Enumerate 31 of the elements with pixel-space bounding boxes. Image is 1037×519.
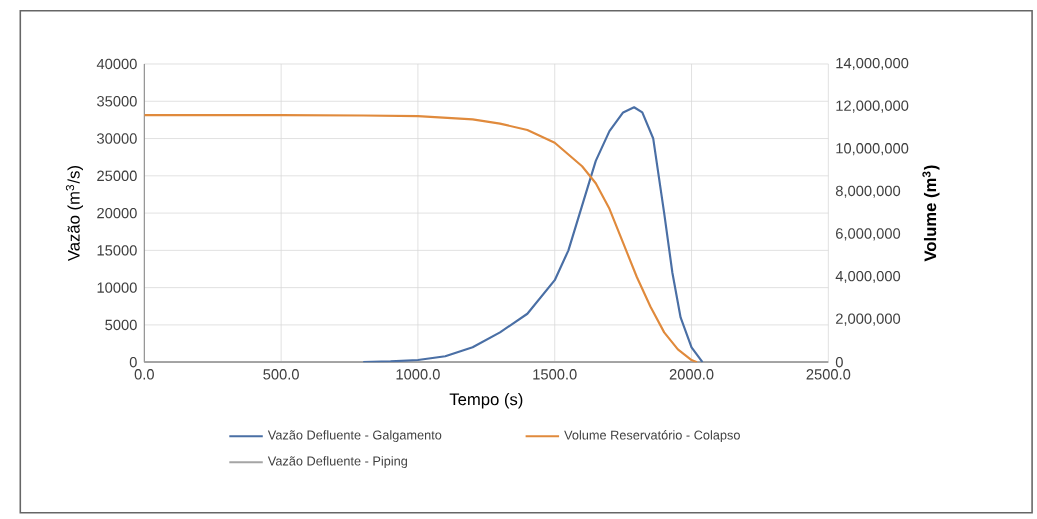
y-tick-label: 20000 — [97, 208, 137, 219]
line-series — [362, 106, 704, 363]
y2-tick-label: 10,000,000 — [836, 143, 909, 156]
legend-label: Volume Reservatório - Colapso — [564, 430, 740, 443]
y-tick-label: 40000 — [96, 58, 137, 70]
y-tick-label: 30000 — [97, 133, 137, 144]
x-tick-label: 500.0 — [263, 369, 299, 380]
y-tick-label: 25000 — [97, 170, 137, 182]
y2-tick-label: 2,000,000 — [836, 313, 901, 326]
x-tick-label: 2000.0 — [669, 369, 714, 380]
y2-tick-label: 8,000,000 — [835, 185, 901, 199]
legend-label: Vazão Defluente - Galgamento — [267, 430, 442, 443]
y2-tick-label: 14,000,000 — [836, 58, 909, 71]
y-axis-title: Vazão (m$^{3}$/s) — [65, 166, 84, 262]
y-tick-label: 10000 — [97, 282, 137, 294]
y2-tick-label: 6,000,000 — [836, 228, 901, 241]
y-tick-label: 35000 — [97, 96, 137, 107]
y-tick-label: 0 — [129, 357, 137, 368]
x-tick-label: 2500.0 — [806, 369, 851, 380]
x-tick-label: 1000.0 — [396, 369, 440, 380]
y2-tick-label: 12,000,000 — [836, 100, 909, 113]
x-tick-label: 0.0 — [134, 369, 154, 380]
y-tick-label: 5000 — [105, 319, 137, 331]
y2-tick-label: 0 — [835, 357, 843, 368]
y2-axis-title: Volume (m$^{3}$) — [922, 165, 940, 262]
y2-tick-label: 4,000,000 — [835, 271, 901, 284]
x-tick-label: 1500.0 — [533, 369, 577, 380]
line-series — [144, 114, 699, 363]
legend-label: Vazão Defluente - Piping — [267, 456, 408, 469]
y-tick-label: 15000 — [97, 245, 137, 256]
x-axis-title: Tempo (s) — [449, 393, 523, 409]
